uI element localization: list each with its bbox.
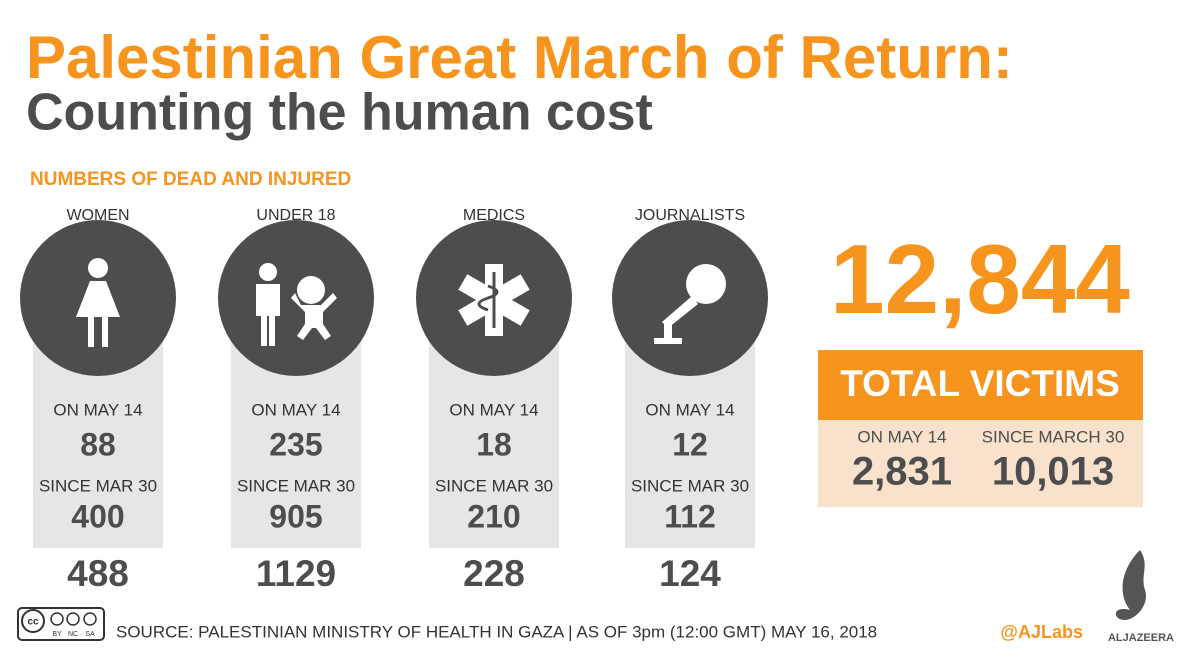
group-total: 228: [463, 553, 525, 594]
group-total: 1129: [256, 553, 336, 594]
group-total: 124: [659, 553, 721, 594]
may14-value: 18: [476, 426, 512, 462]
since-value: 400: [71, 498, 124, 534]
group-total: 488: [67, 553, 129, 594]
since-label: SINCE MAR 30: [631, 476, 749, 495]
source: SOURCE: PALESTINIAN MINISTRY OF HEALTH I…: [116, 622, 877, 641]
since-value: 112: [664, 498, 716, 534]
total-may14-label: ON MAY 14: [857, 427, 946, 446]
brand: ALJAZEERA: [1108, 632, 1174, 644]
total-banner: [818, 350, 1143, 420]
may14-label: ON MAY 14: [53, 400, 142, 419]
may14-value: 88: [80, 426, 116, 462]
group-label: MEDICS: [463, 207, 525, 224]
group-icon: [256, 263, 337, 346]
title: Palestinian Great March of Return:: [26, 24, 1013, 91]
license-by: BY: [52, 631, 62, 638]
license-cc: cc: [27, 617, 39, 628]
group-card: WOMEN ON MAY 14 88 SINCE MAR 30 400 488: [20, 207, 176, 594]
brand-logo: [1115, 550, 1146, 620]
license-sa: SA: [85, 631, 95, 638]
license-nc: NC: [68, 631, 78, 638]
group-card: JOURNALISTS ON MAY 14 12 SINCE MAR 30 112 124: [612, 207, 768, 594]
total-since: 10,013: [992, 450, 1114, 494]
group-icon: [654, 264, 726, 344]
group-icon: [458, 264, 530, 336]
handle: @AJLabs: [1000, 622, 1083, 642]
section-label: NUMBERS OF DEAD AND INJURED: [30, 169, 351, 190]
may14-value: 235: [269, 426, 322, 462]
total-label: TOTAL VICTIMS: [840, 363, 1120, 404]
group-label: WOMEN: [66, 207, 129, 224]
since-label: SINCE MAR 30: [39, 476, 157, 495]
may14-value: 12: [672, 426, 708, 462]
may14-label: ON MAY 14: [645, 400, 734, 419]
may14-label: ON MAY 14: [449, 400, 538, 419]
group-card: UNDER 18 ON MAY 14 235 SINCE MAR 30 905 1129: [218, 207, 374, 594]
group-label: JOURNALISTS: [635, 207, 745, 224]
total-may14: 2,831: [852, 450, 952, 494]
since-value: 210: [467, 498, 520, 534]
license-badge: cc BY NC SA: [17, 607, 105, 641]
total-value: 12,844: [830, 224, 1130, 334]
since-label: SINCE MAR 30: [237, 476, 355, 495]
since-value: 905: [269, 498, 322, 534]
subtitle: Counting the human cost: [26, 84, 653, 142]
group-label: UNDER 18: [256, 207, 335, 224]
group-icon: [76, 258, 120, 347]
total-since-label: SINCE MARCH 30: [982, 427, 1125, 446]
groups: WOMEN ON MAY 14 88 SINCE MAR 30 400 488 UNDER …: [20, 207, 768, 594]
total-breakdown: [818, 420, 1143, 507]
since-label: SINCE MAR 30: [435, 476, 553, 495]
group-card: MEDICS ON MAY 14 18 SINCE MAR 30 210 228: [416, 207, 572, 594]
may14-label: ON MAY 14: [251, 400, 340, 419]
